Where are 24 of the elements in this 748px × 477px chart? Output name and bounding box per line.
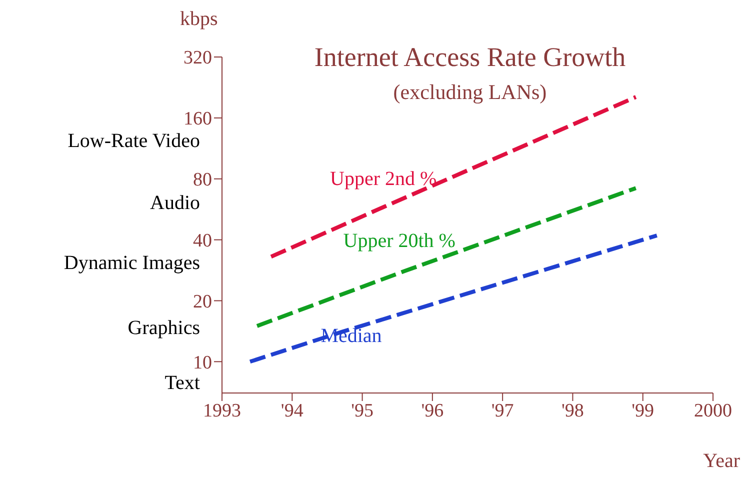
y-tick-label: 20 xyxy=(193,291,212,312)
x-tick-label: '98 xyxy=(561,400,584,422)
y-tick-label: 80 xyxy=(193,170,212,191)
x-axis-title: Year xyxy=(703,450,740,473)
y-tick-label: 40 xyxy=(193,230,212,252)
y-tick-label: 320 xyxy=(184,48,212,69)
y-tick-label: 160 xyxy=(184,108,212,130)
series-label: Upper 20th % xyxy=(343,230,456,252)
text: Graphics xyxy=(128,317,200,340)
x-tick-label: '95 xyxy=(351,400,374,422)
x-tick-label: '99 xyxy=(632,400,654,422)
x-tick-label: 1993 xyxy=(203,400,241,422)
text: Low-Rate Video xyxy=(68,130,200,153)
x-tick-label: '97 xyxy=(491,400,514,422)
x-tick-label: '96 xyxy=(421,400,444,422)
y-tick-label: 10 xyxy=(193,352,212,374)
text: Dynamic Images xyxy=(64,252,200,275)
y-axis-title: kbps xyxy=(180,8,218,31)
chart-title: Internet Access Rate Growth xyxy=(313,42,627,73)
text: (excluding LANs) xyxy=(392,80,548,105)
x-tick-label: 2000 xyxy=(694,400,732,422)
text: Text xyxy=(164,372,200,395)
text: Audio xyxy=(150,192,200,215)
x-tick-label: '94 xyxy=(280,400,304,422)
